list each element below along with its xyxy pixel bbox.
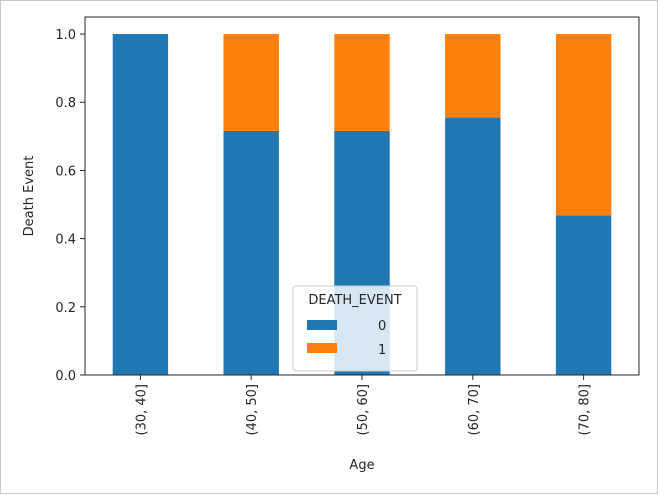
- bar-60-70-series-0: [445, 117, 501, 375]
- bar-40-50-series-1: [223, 34, 279, 131]
- y-tick-label: 0.4: [55, 233, 76, 248]
- bar-70-80-series-1: [555, 34, 612, 216]
- y-tick-label: 0.2: [55, 301, 76, 316]
- bar-30-40-series-0: [112, 34, 169, 376]
- x-tick-label: (30, 40]: [134, 384, 149, 436]
- legend-swatch-1: [307, 343, 337, 353]
- y-axis: 0.0 0.2 0.4 0.6 0.8 1.0: [55, 28, 85, 384]
- bar-40-50-series-0: [223, 130, 279, 375]
- x-tick-label: (40, 50]: [245, 384, 260, 436]
- legend: DEATH_EVENT 0 1: [292, 285, 418, 372]
- x-axis-label: Age: [349, 458, 374, 473]
- legend-title: DEATH_EVENT: [308, 293, 401, 308]
- bars-layer: [112, 34, 612, 376]
- x-tick-label: (60, 70]: [467, 384, 482, 436]
- bar-70-80-series-0: [555, 215, 612, 375]
- legend-label-1: 1: [378, 343, 386, 358]
- legend-swatch-0: [307, 320, 337, 330]
- y-tick-label: 0.6: [55, 164, 76, 179]
- bar-50-60-series-1: [334, 34, 390, 131]
- y-tick-label: 0.8: [55, 96, 76, 111]
- x-axis: (30, 40] (40, 50] (50, 60] (60, 70] (70, 80]: [134, 375, 593, 436]
- y-tick-label: 0.0: [55, 369, 76, 384]
- y-axis-label: Death Event: [22, 156, 37, 237]
- bar-60-70-series-1: [445, 34, 501, 118]
- x-tick-label: (70, 80]: [578, 384, 593, 436]
- x-tick-label: (50, 60]: [356, 384, 371, 436]
- legend-label-0: 0: [378, 319, 386, 334]
- y-tick-label: 1.0: [55, 28, 76, 43]
